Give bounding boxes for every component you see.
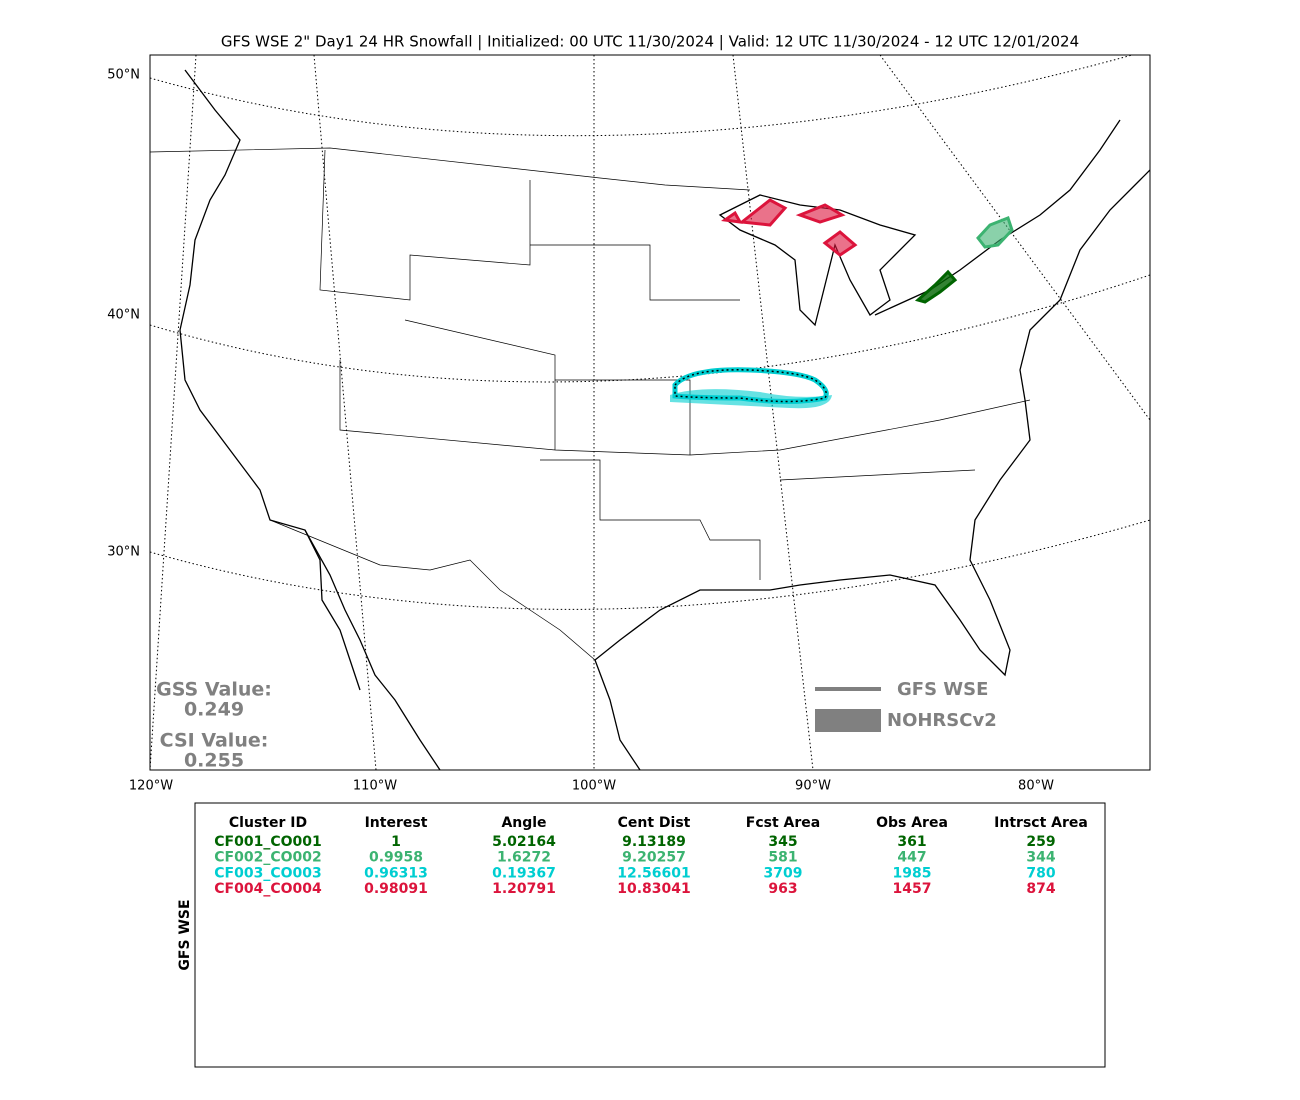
table-cell: 1 [391,834,401,850]
table-cell: CF002_CO002 [214,850,321,866]
table-cell: CF003_CO003 [214,865,321,881]
column-header: Interest [365,815,428,831]
great-lakes [718,194,917,327]
object-seagreen [976,216,1014,249]
legend-label: GFS WSE [897,679,988,700]
table-cell: 9.20257 [622,850,686,866]
parallel [150,55,1134,137]
column-header: Cent Dist [618,815,691,831]
meridian [879,55,1150,421]
column-header: Intrsct Area [994,815,1088,831]
legend-patch [815,709,881,732]
lake-erie-ontario [874,119,1121,316]
table-cell: 344 [1026,850,1055,866]
table-cell: 0.98091 [364,881,428,897]
lon-label: 90°W [795,779,831,794]
gulf-east-coast [594,169,1150,677]
border [150,147,751,661]
baja [304,529,361,691]
table-cell: 0.96313 [364,865,428,881]
column-header: Angle [501,815,546,831]
table-cell: 345 [768,834,797,850]
table-cell: 874 [1026,881,1055,897]
meridian [313,55,377,770]
table-cell: 581 [768,850,797,866]
table-cell: 9.13189 [622,834,686,850]
gss-label: GSS Value: [156,679,272,701]
table-cell: 5.02164 [492,834,556,850]
object-red [720,198,858,257]
map: 50°N 40°N 30°N 120°W 110°W 100°W 90°W 80… [107,54,1151,794]
meridian [732,55,814,770]
table-cell: 3709 [764,865,803,881]
csi-value: 0.255 [184,750,244,772]
table-side-label: GFS WSE [177,899,193,970]
legend-label: NOHRSCv2 [887,710,997,731]
column-header: Obs Area [876,815,948,831]
parallel [150,519,1150,610]
table-frame [194,802,1106,1068]
table-cell: 0.19367 [492,865,556,881]
table-cell: 1.6272 [497,850,551,866]
title: GFS WSE 2" Day1 24 HR Snowfall | Initial… [221,33,1079,51]
table-cell: 361 [897,834,926,850]
lat-label: 30°N [107,545,140,560]
meridian [150,55,197,770]
column-header: Fcst Area [746,815,820,831]
west-coast [179,69,441,770]
map-frame [149,54,1151,771]
mexico-coast [594,659,641,770]
table-cell: 1457 [893,881,932,897]
lon-label: 110°W [353,779,397,794]
table-cell: 447 [897,850,926,866]
table-cell: CF004_CO004 [214,881,322,897]
table-cell: 963 [768,881,797,897]
fcst-object-outline [674,369,827,403]
column-header: Cluster ID [229,815,307,831]
table: GFS WSE Cluster ID Interest Angle Cent Dist… [177,802,1106,1068]
state-lines [319,149,1031,580]
lon-label: 120°W [129,779,173,794]
table-cell: 10.83041 [617,881,691,897]
lat-label: 40°N [107,308,140,323]
table-cell: 1985 [893,865,932,881]
table-cell: 0.9958 [369,850,423,866]
map-drawing [150,55,1150,770]
table-cell: CF001_CO001 [214,834,321,850]
table-cell: 12.56601 [617,865,691,881]
gss-value: 0.249 [184,699,244,721]
csi-label: CSI Value: [160,730,269,752]
table-cell: 780 [1026,865,1055,881]
table-cell: 1.20791 [492,881,556,897]
lat-label: 50°N [107,68,140,83]
lon-label: 100°W [572,779,616,794]
lon-label: 80°W [1018,779,1054,794]
object-darkgreen [914,269,958,304]
table-cell: 259 [1026,834,1055,850]
